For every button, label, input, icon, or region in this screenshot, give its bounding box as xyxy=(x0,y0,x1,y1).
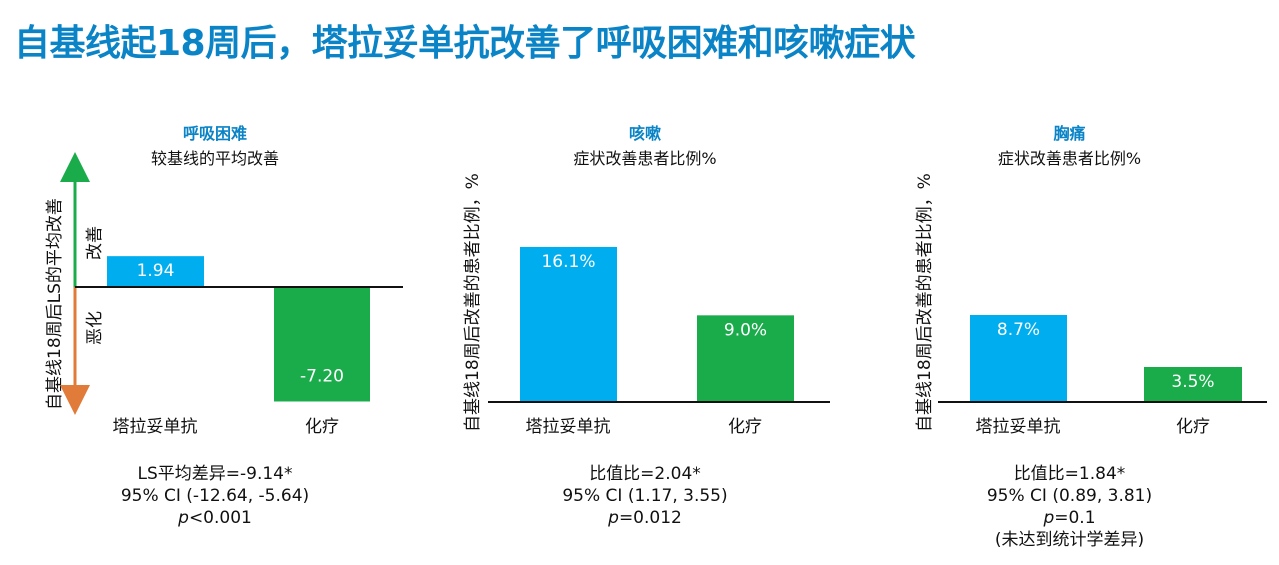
bar-chemotherapy xyxy=(274,287,370,402)
bar-tarlatamab xyxy=(107,256,204,287)
data-label: -7.20 xyxy=(300,366,344,386)
panel-title: 胸痛 xyxy=(1053,124,1086,143)
panel-subtitle: 症状改善患者比例% xyxy=(997,149,1142,168)
stats-line1: 比值比=1.84* xyxy=(1013,464,1126,484)
panel-cough: 咳嗽 症状改善患者比例% 自基线18周后改善的患者比例，% 16.1% 塔拉妥单抗… xyxy=(430,0,860,565)
data-label: 9.0% xyxy=(724,320,767,340)
category-label: 塔拉妥单抗 xyxy=(113,417,198,437)
page-title: 自基线起18周后，塔拉妥单抗改善了呼吸困难和咳嗽症状 xyxy=(14,23,916,64)
p-label: p xyxy=(1043,508,1055,528)
category-label: 化疗 xyxy=(1176,417,1210,437)
cough-chart: 16.1% 塔拉妥单抗 9.0% 化疗 xyxy=(488,246,830,437)
stats-line4: (未达到统计学差异) xyxy=(994,530,1145,550)
panel-chest-pain: 胸痛 症状改善患者比例% 自基线18周后改善的患者比例，% 8.7% 塔拉妥单抗 3… xyxy=(860,0,1279,565)
panel-subtitle: 较基线的平均改善 xyxy=(150,149,279,168)
panel-subtitle: 症状改善患者比例% xyxy=(573,149,717,168)
category-label: 塔拉妥单抗 xyxy=(976,417,1061,437)
stats-line2: 95% CI (0.89, 3.81) xyxy=(986,486,1153,506)
panel-title: 呼吸困难 xyxy=(182,124,247,143)
p-value: <0.001 xyxy=(188,508,252,528)
stats-block: 比值比=1.84* 95% CI (0.89, 3.81) p=0.1 (未达到… xyxy=(860,463,1279,551)
panel-title: 咳嗽 xyxy=(628,124,661,143)
stats-line2: 95% CI (1.17, 3.55) xyxy=(562,486,728,506)
worsen-label: 恶化 xyxy=(85,311,105,345)
data-label: 16.1% xyxy=(541,252,595,272)
stats-line1: LS平均差异=-9.14* xyxy=(137,464,293,484)
p-value: =0.012 xyxy=(618,508,682,528)
data-label: 3.5% xyxy=(1171,372,1214,392)
improve-label: 改善 xyxy=(85,226,105,260)
category-label: 化疗 xyxy=(305,417,339,437)
p-value: =0.1 xyxy=(1054,508,1096,528)
data-label: 8.7% xyxy=(997,320,1040,340)
stats-line3: p<0.001 xyxy=(0,507,430,529)
p-label: p xyxy=(178,508,189,528)
p-label: p xyxy=(608,508,619,528)
bar-chemotherapy xyxy=(1144,367,1242,402)
chest-pain-chart: 8.7% 塔拉妥单抗 3.5% 化疗 xyxy=(938,315,1267,437)
category-label: 化疗 xyxy=(728,417,762,437)
category-label: 塔拉妥单抗 xyxy=(526,417,611,437)
bar-tarlatamab xyxy=(970,315,1067,402)
bar-tarlatamab xyxy=(520,246,617,402)
stats-line3: p=0.1 xyxy=(860,507,1279,529)
bar-chemotherapy xyxy=(697,315,794,402)
dyspnea-chart: 改善 恶化 1.94 塔拉妥单抗 -7.20 化疗 xyxy=(60,152,403,437)
stats-line3: p=0.012 xyxy=(430,507,860,529)
panel-dyspnea: 呼吸困难 较基线的平均改善 自基线18周后LS的平均改善 改善 恶化 1.94 塔… xyxy=(0,0,430,565)
stats-line2: 95% CI (-12.64, -5.64) xyxy=(120,486,310,506)
stats-block: LS平均差异=-9.14* 95% CI (-12.64, -5.64) p<0… xyxy=(0,463,430,529)
data-label: 1.94 xyxy=(137,261,175,281)
stats-line1: 比值比=2.04* xyxy=(589,464,701,484)
stats-block: 比值比=2.04* 95% CI (1.17, 3.55) p=0.012 xyxy=(430,463,860,529)
